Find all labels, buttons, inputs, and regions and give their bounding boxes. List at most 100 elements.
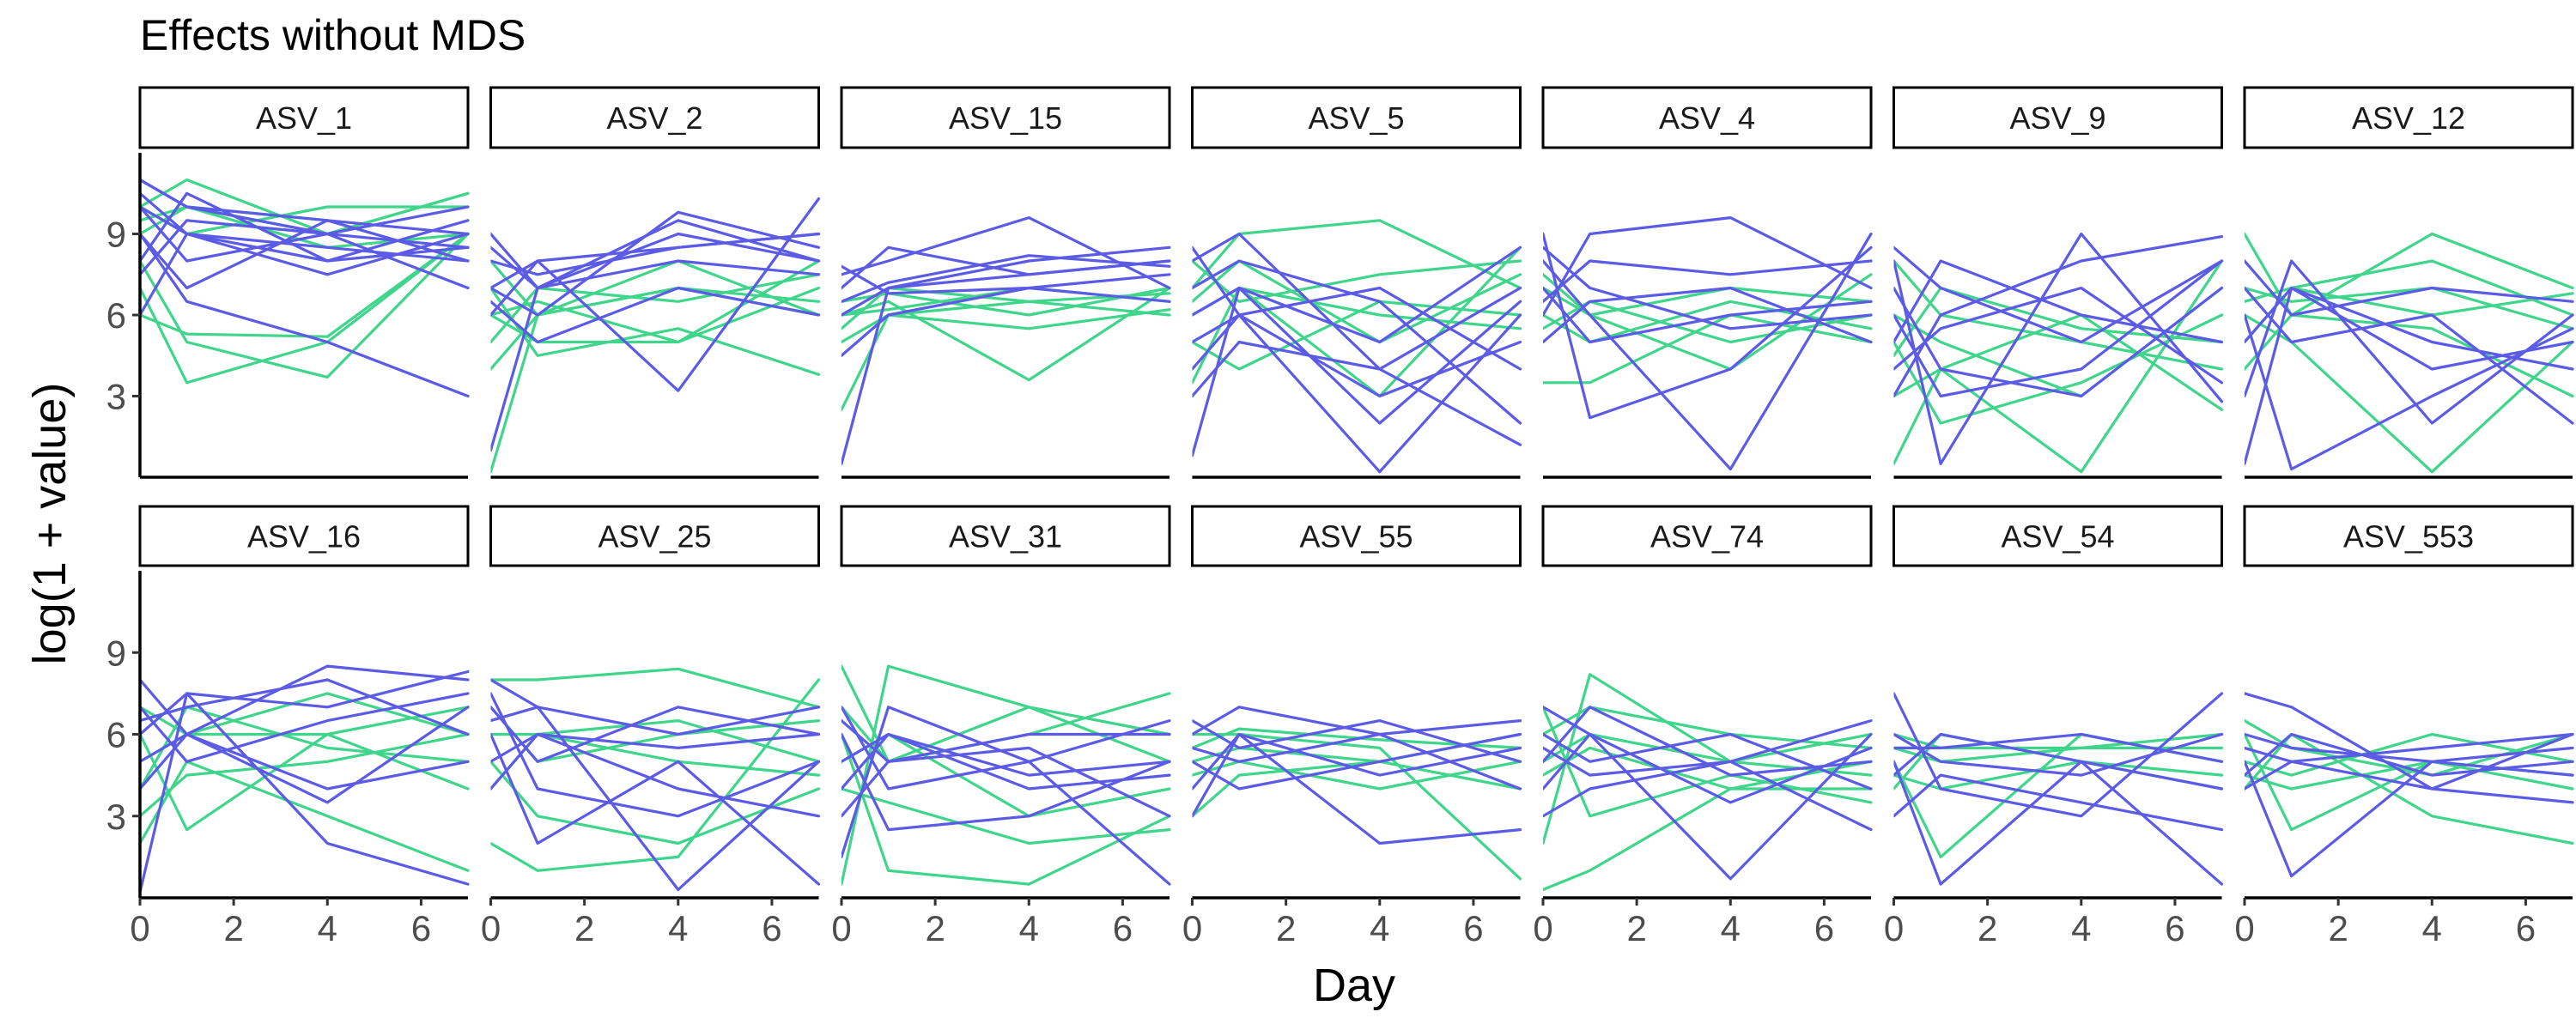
series-lines (140, 664, 470, 894)
facet-strip (138, 86, 470, 149)
series-line-blue (140, 670, 470, 736)
facet-label: ASV_1 (256, 100, 352, 136)
x-tick-label: 0 (1533, 908, 1552, 948)
x-tick-label: 4 (2422, 908, 2442, 948)
x-tick-label: 2 (1978, 908, 1997, 948)
series-line-green (1192, 732, 1522, 881)
series-line-blue (490, 232, 821, 290)
x-tick-label: 6 (2516, 908, 2536, 948)
x-tick-label: 0 (1182, 908, 1202, 948)
facet-strip (2243, 505, 2574, 567)
series-line-blue (1893, 760, 2224, 886)
series-line-blue (1543, 216, 1873, 317)
series-line-blue (1543, 706, 1873, 881)
x-tick-label: 4 (318, 908, 337, 948)
series-line-blue (1543, 732, 1873, 791)
series-line-blue (2245, 760, 2574, 804)
series-line-blue (490, 232, 821, 290)
y-axis-title: log(1 + value) (24, 383, 76, 665)
series-line-blue (841, 706, 1171, 791)
series-line-blue (841, 264, 1171, 295)
series-line-blue (490, 286, 821, 344)
facet-panel: ASV_55 0 2 4 6 (1182, 505, 1522, 948)
series-lines (1893, 232, 2224, 474)
series-line-blue (490, 706, 821, 736)
x-tick-label: 2 (1626, 908, 1646, 948)
series-line-green (841, 664, 1171, 763)
series-line-blue (841, 732, 1171, 832)
facet-panel: ASV_4 (1541, 86, 1873, 479)
series-line-blue (841, 245, 1171, 290)
series-line-blue (1192, 313, 1522, 474)
y-tick-label: 3 (106, 797, 126, 837)
series-lines (1543, 216, 1873, 471)
y-tick-label: 9 (106, 215, 126, 255)
x-axis-title: Day (1313, 960, 1395, 1011)
series-line-blue (490, 678, 821, 892)
facet-panel: ASV_2 (489, 86, 821, 479)
facet-label: ASV_16 (247, 519, 361, 554)
series-line-green (140, 706, 470, 736)
x-tick-label: 0 (481, 908, 501, 948)
facet-strip (1893, 86, 2223, 149)
facet-strip (138, 505, 470, 567)
facet-strip (2243, 86, 2574, 149)
facet-label: ASV_9 (2009, 100, 2105, 136)
series-line-green (140, 232, 470, 385)
series-line-blue (140, 706, 470, 804)
series-line-blue (1543, 706, 1873, 777)
series-line-blue (1893, 732, 2224, 791)
series-line-green (140, 732, 470, 818)
series-line-blue (490, 692, 821, 818)
x-tick-label: 6 (1814, 908, 1834, 948)
facet-strip (1893, 505, 2223, 567)
series-line-blue (1192, 245, 1522, 371)
series-line-green (1543, 273, 1873, 317)
panels-layer: ASV_1 3 6 9 ASV_2 ASV_15 ASV_5 ASV_4 ASV_9 ASV_12… (106, 86, 2574, 948)
series-line-green (841, 300, 1171, 411)
x-tick-label: 0 (130, 908, 149, 948)
series-lines (140, 178, 470, 398)
x-tick-label: 6 (1113, 908, 1133, 948)
facet-label: ASV_31 (949, 519, 1062, 554)
series-line-blue (1543, 259, 1873, 303)
x-tick-label: 0 (831, 908, 851, 948)
series-line-green (2245, 286, 2574, 330)
series-line-green (841, 286, 1171, 382)
series-lines (841, 216, 1171, 465)
series-line-blue (1543, 760, 1873, 832)
series-line-green (841, 308, 1171, 344)
series-line-green (1543, 673, 1873, 845)
facet-panel: ASV_15 (840, 86, 1171, 479)
series-lines (1543, 673, 1873, 892)
facet-panel: ASV_16 3 6 9 0 2 4 6 (106, 505, 470, 948)
x-tick-label: 0 (1884, 908, 1904, 948)
facet-strip (489, 86, 820, 149)
series-line-blue (1192, 718, 1522, 763)
x-tick-label: 4 (1019, 908, 1039, 948)
series-lines (1192, 706, 1522, 881)
facet-strip (489, 505, 820, 567)
facet-label: ASV_553 (2343, 519, 2474, 554)
x-tick-label: 2 (574, 908, 594, 948)
series-line-green (841, 732, 1171, 886)
series-line-blue (1893, 245, 2224, 344)
series-line-blue (140, 692, 470, 894)
series-line-blue (1543, 286, 1873, 344)
series-line-green (2245, 232, 2574, 317)
x-tick-label: 4 (2071, 908, 2091, 948)
facet-strip (1191, 505, 1522, 567)
series-line-blue (1893, 232, 2224, 465)
series-line-blue (1192, 245, 1522, 344)
facet-label: ASV_2 (606, 100, 702, 136)
x-tick-label: 4 (668, 908, 688, 948)
series-line-blue (490, 259, 821, 452)
facet-label: ASV_55 (1299, 519, 1413, 554)
facet-panel: ASV_1 3 6 9 (106, 86, 470, 479)
series-line-blue (490, 210, 821, 317)
series-line-green (841, 664, 1171, 886)
series-line-green (140, 760, 470, 872)
facet-strip (840, 86, 1171, 149)
y-tick-label: 9 (106, 633, 126, 673)
